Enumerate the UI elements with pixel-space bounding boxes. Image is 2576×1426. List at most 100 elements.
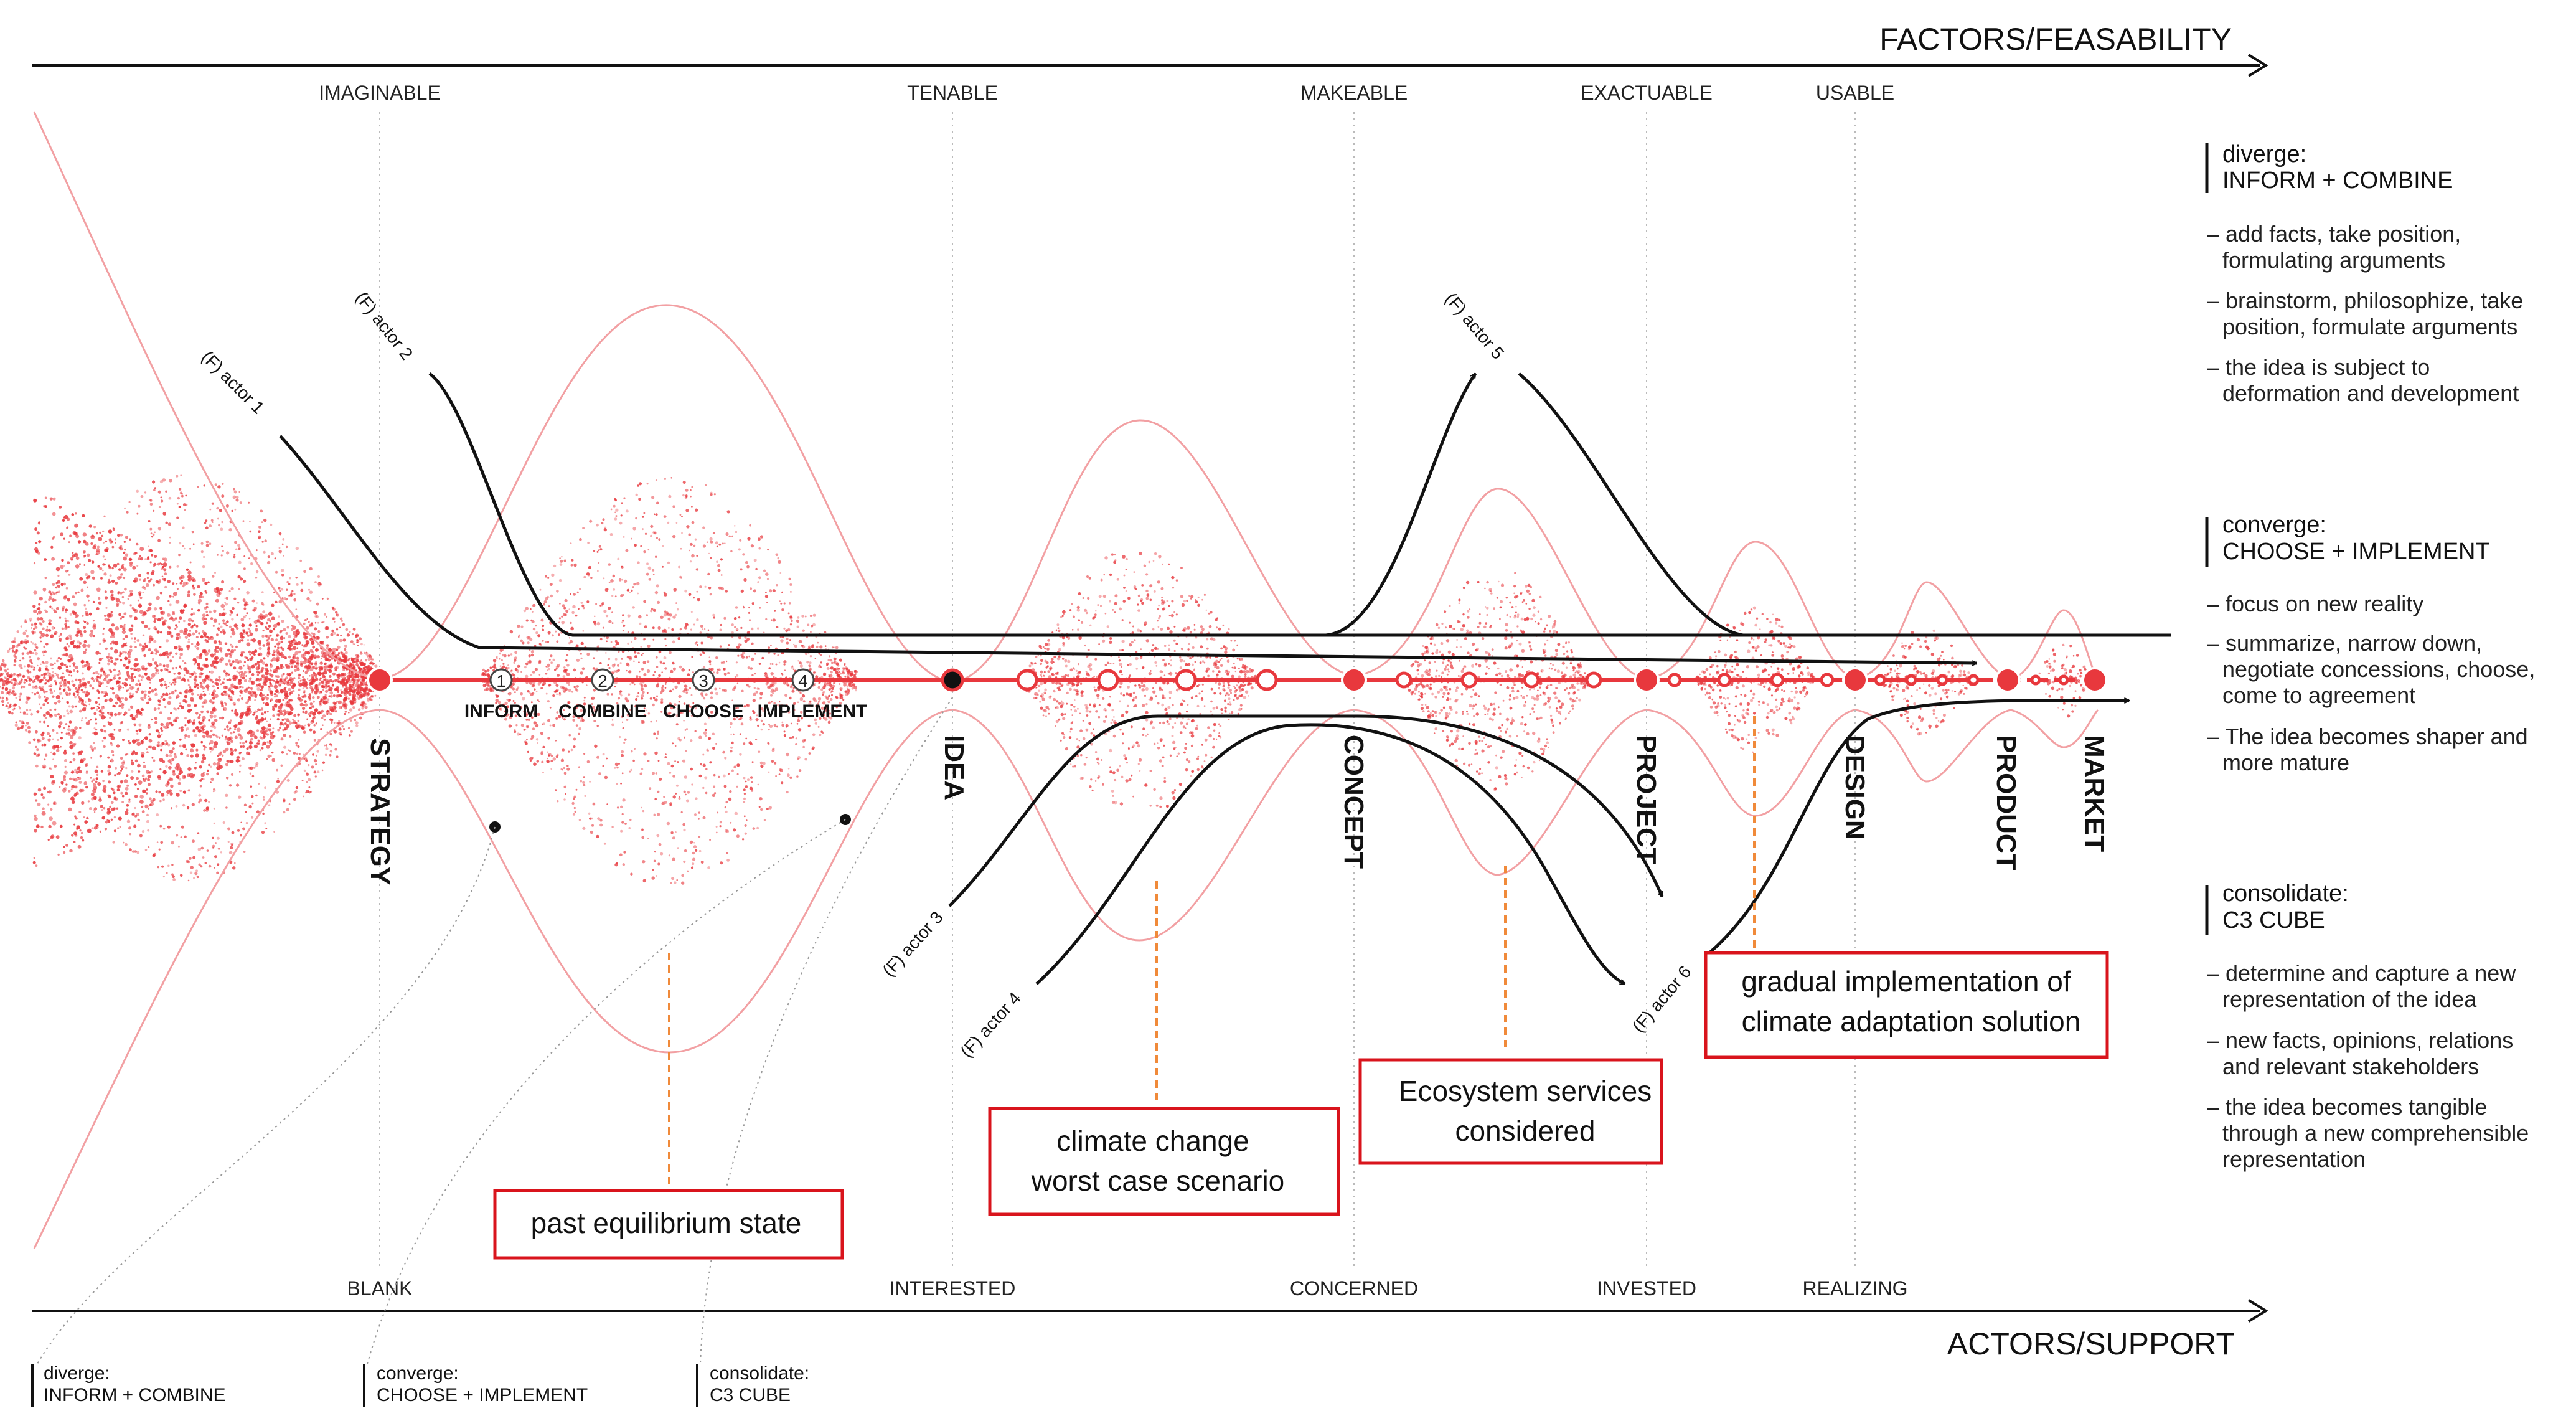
node-market <box>2083 668 2107 692</box>
top-axis-title: FACTORS/FEASABILITY <box>1879 22 2232 57</box>
side-bullet: – determine and capture a new <box>2207 960 2516 986</box>
top-label-usable: USABLE <box>1816 82 1894 104</box>
bottom-label-invested: INVESTED <box>1597 1277 1696 1300</box>
side-bullet: – The idea becomes shaper and <box>2207 724 2528 749</box>
actor-3-arrow <box>949 716 1662 906</box>
side-bullet: – summarize, narrow down, <box>2207 630 2482 656</box>
side-bullet: – add facts, take position, <box>2207 221 2461 247</box>
callout-climate-line1: climate change <box>1056 1125 1249 1157</box>
step-label: CHOOSE <box>663 701 744 722</box>
callout-past: past equilibrium state <box>495 1191 842 1258</box>
top-label-exactuable: EXACTUABLE <box>1581 82 1713 104</box>
actor-2-arrow <box>430 374 2171 635</box>
callout-gradual: gradual implementation of climate adapta… <box>1706 953 2107 1057</box>
legend-sub: C3 CUBE <box>710 1385 791 1405</box>
side-panel: diverge: INFORM + COMBINE – add facts, t… <box>2207 141 2535 1172</box>
side-bullet-cont: representation <box>2222 1146 2366 1172</box>
stage-label-market: MARKET <box>2079 735 2110 852</box>
step-markers: 1 INFORM 2 COMBINE 3 CHOOSE 4 IMPLEMENT <box>464 669 868 722</box>
side-converge-title: converge: <box>2222 512 2326 538</box>
stage-label-design: DESIGN <box>1840 735 1870 840</box>
callout-climate-line2: worst case scenario <box>1031 1164 1285 1197</box>
stage-label-concept: CONCEPT <box>1338 735 1369 869</box>
side-bullet-cont: more mature <box>2222 750 2349 775</box>
side-bullet: – focus on new reality <box>2207 591 2423 616</box>
side-bullet-cont: negotiate concessions, choose, <box>2222 656 2535 682</box>
legend-title: diverge: <box>44 1363 110 1384</box>
side-bullet-cont: position, formulate arguments <box>2222 314 2517 339</box>
side-bullet-cont: through a new comprehensible <box>2222 1120 2529 1146</box>
callout-past-text: past equilibrium state <box>531 1207 802 1239</box>
step-combine: 2 COMBINE <box>558 669 647 722</box>
side-bullet-cont: formulating arguments <box>2222 247 2445 273</box>
side-diverge-subtitle: INFORM + COMBINE <box>2222 168 2453 194</box>
bottom-axis-title: ACTORS/SUPPORT <box>1947 1326 2235 1361</box>
stage-label-product: PRODUCT <box>1991 735 2021 871</box>
stage-label-strategy: STRATEGY <box>365 738 395 885</box>
bottom-legend: diverge: INFORM + COMBINE converge: CHOO… <box>32 1363 809 1407</box>
actor-6-arrow <box>1706 701 2129 956</box>
stage-labels: STRATEGY IDEA CONCEPT PROJECT DESIGN PRO… <box>365 735 2110 885</box>
side-bullet: – new facts, opinions, relations <box>2207 1027 2513 1053</box>
side-converge-subtitle: CHOOSE + IMPLEMENT <box>2222 539 2490 565</box>
legend-diverge: diverge: INFORM + COMBINE <box>32 1363 226 1407</box>
side-bullet-cont: representation of the idea <box>2222 986 2477 1012</box>
legend-title: converge: <box>377 1363 459 1384</box>
actor-5-arrow <box>1027 374 1475 635</box>
node-strategy <box>368 668 392 692</box>
actor-label-2: (F) actor 2 <box>352 288 416 364</box>
bottom-label-interested: INTERESTED <box>890 1277 1016 1300</box>
node-project <box>1635 668 1658 692</box>
actor-label-1: (F) actor 1 <box>198 347 268 417</box>
actor-4-arrow <box>1037 725 1625 984</box>
actor-label-3: (F) actor 3 <box>878 907 946 980</box>
step-number: 2 <box>598 671 608 691</box>
callout-gradual-line2: climate adaptation solution <box>1742 1005 2081 1037</box>
callout-gradual-line1: gradual implementation of <box>1741 965 2071 998</box>
legend-converge: converge: CHOOSE + IMPLEMENT <box>364 1363 588 1407</box>
side-bullet: – brainstorm, philosophize, take <box>2207 288 2523 313</box>
callout-ecosystem: Ecosystem services considered <box>1360 1060 1662 1163</box>
side-consolidate-title: consolidate: <box>2222 881 2349 907</box>
bottom-label-realizing: REALIZING <box>1803 1277 1908 1300</box>
bottom-label-blank: BLANK <box>347 1277 413 1300</box>
stage-label-idea: IDEA <box>939 735 969 800</box>
node-idea <box>942 670 962 690</box>
actor-label-6: (F) actor 6 <box>1629 962 1695 1036</box>
actor-label-5: (F) actor 5 <box>1441 289 1508 363</box>
actor-label-4: (F) actor 4 <box>956 988 1024 1061</box>
step-number: 4 <box>798 671 808 691</box>
side-bullet: – the idea is subject to <box>2207 354 2430 380</box>
bottom-label-concerned: CONCERNED <box>1290 1277 1418 1300</box>
side-bullet-cont: deformation and development <box>2222 380 2519 406</box>
side-bullet: – the idea becomes tangible <box>2207 1094 2487 1120</box>
top-label-makeable: MAKEABLE <box>1300 82 1408 104</box>
envelope-upper <box>34 112 2098 682</box>
callout-climate: climate change worst case scenario <box>990 1108 1338 1214</box>
side-consolidate-subtitle: C3 CUBE <box>2222 907 2325 933</box>
stage-label-project: PROJECT <box>1631 735 1662 864</box>
step-label: COMBINE <box>558 701 647 722</box>
legend-sub: INFORM + COMBINE <box>44 1385 226 1405</box>
top-axis: FACTORS/FEASABILITY IMAGINABLE TENABLE M… <box>32 22 2266 104</box>
side-bullet-cont: and relevant stakeholders <box>2222 1054 2479 1079</box>
step-number: 3 <box>698 671 708 691</box>
callout-ecosystem-line1: Ecosystem services <box>1399 1075 1652 1107</box>
legend-consolidate: consolidate: C3 CUBE <box>697 1363 809 1407</box>
side-consolidate: consolidate: C3 CUBE – determine and cap… <box>2207 881 2529 1172</box>
legend-sub: CHOOSE + IMPLEMENT <box>377 1385 588 1405</box>
actor-5b-arrow <box>1519 374 2171 635</box>
node-concept <box>1342 668 1366 692</box>
top-label-imaginable: IMAGINABLE <box>319 82 441 104</box>
side-diverge-title: diverge: <box>2222 141 2306 168</box>
step-label: IMPLEMENT <box>758 701 868 722</box>
side-bullet-cont: come to agreement <box>2222 682 2415 708</box>
bottom-axis: ACTORS/SUPPORT BLANK INTERESTED CONCERNE… <box>32 1277 2266 1361</box>
legend-title: consolidate: <box>710 1363 809 1384</box>
side-diverge: diverge: INFORM + COMBINE – add facts, t… <box>2207 141 2523 406</box>
legend-connectors <box>37 697 952 1364</box>
side-converge: converge: CHOOSE + IMPLEMENT – focus on … <box>2207 512 2535 775</box>
node-design <box>1843 668 1867 692</box>
